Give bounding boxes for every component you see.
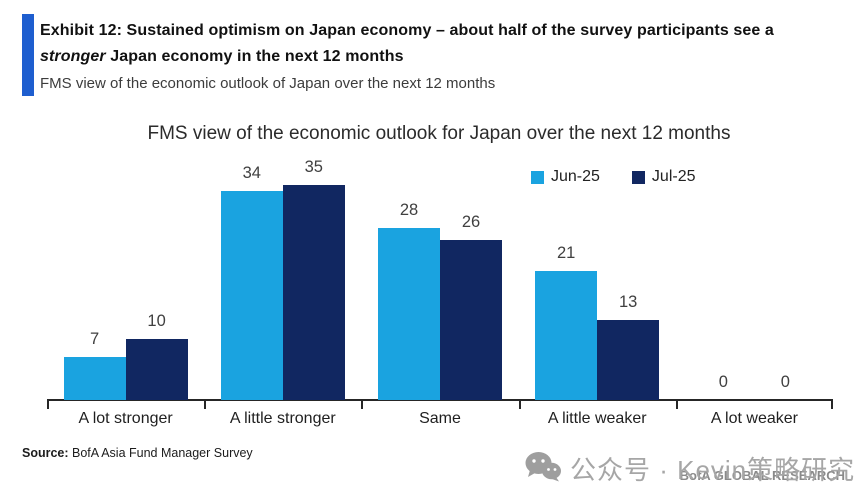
legend-label: Jun-25 <box>551 168 600 185</box>
value-label: 21 <box>557 244 576 262</box>
legend-swatch <box>631 170 645 184</box>
exhibit-subtitle: FMS view of the economic outlook of Japa… <box>40 75 496 92</box>
category-label: A lot weaker <box>710 410 798 427</box>
value-label: 0 <box>718 373 728 391</box>
source-text: BofA Asia Fund Manager Survey <box>68 446 253 460</box>
value-label: 35 <box>304 158 323 176</box>
category-label: Same <box>419 410 461 427</box>
bar-jun-25-2 <box>220 191 283 400</box>
source-label: Source: <box>22 446 69 460</box>
bar-jun-25-1 <box>63 357 126 400</box>
bar-jul-25-4 <box>597 320 660 400</box>
bar-jun-25-4 <box>535 271 598 400</box>
header-accent-bar <box>22 14 34 96</box>
exhibit-title-line1: Exhibit 12: Sustained optimism on Japan … <box>40 22 774 39</box>
axis-tick <box>831 399 833 409</box>
exhibit-header: Exhibit 12: Sustained optimism on Japan … <box>40 18 852 95</box>
watermark: 公众号 · Kevin策略研究 <box>525 450 855 487</box>
value-label: 34 <box>242 164 261 182</box>
bar-jul-25-3 <box>440 240 502 400</box>
exhibit-title-line2: Japan economy in the next 12 months <box>105 48 404 65</box>
exhibit-title-italic-word: stronger <box>40 48 106 65</box>
source-line: Source: BofA Asia Fund Manager Survey <box>22 446 253 460</box>
chart-title: FMS view of the economic outlook for Jap… <box>147 123 731 144</box>
watermark-text: 公众号 · Kevin策略研究 <box>570 455 856 485</box>
value-label: 7 <box>90 330 100 348</box>
value-label: 28 <box>399 201 419 219</box>
value-label: 10 <box>147 312 166 330</box>
category-label: A lot stronger <box>78 410 173 427</box>
axis-tick <box>361 399 364 409</box>
value-label: 26 <box>461 213 481 231</box>
legend-label: Jul-25 <box>651 168 696 185</box>
axis-tick <box>204 399 207 409</box>
value-label: 13 <box>619 293 638 311</box>
axis-tick <box>518 399 521 409</box>
brand-text: BofA GLOBAL RESEARCH <box>679 468 845 483</box>
chart-legend: Jun-25 Jul-25 <box>531 168 696 186</box>
bar-jul-25-2 <box>282 185 345 400</box>
wechat-icon <box>525 451 561 487</box>
category-label: A little weaker <box>547 410 647 427</box>
x-axis-line <box>47 399 833 401</box>
legend-item-jun-25: Jun-25 <box>531 168 600 186</box>
axis-tick <box>47 399 49 409</box>
exhibit-title: Exhibit 12: Sustained optimism on Japan … <box>40 18 852 70</box>
value-label: 0 <box>780 373 790 391</box>
legend-swatch <box>531 170 544 184</box>
category-label: A little stronger <box>229 410 336 427</box>
legend-item-jul-25: Jul-25 <box>631 168 696 186</box>
bar-jul-25-1 <box>125 339 188 400</box>
axis-tick <box>675 399 678 409</box>
bar-jun-25-3 <box>378 228 440 400</box>
